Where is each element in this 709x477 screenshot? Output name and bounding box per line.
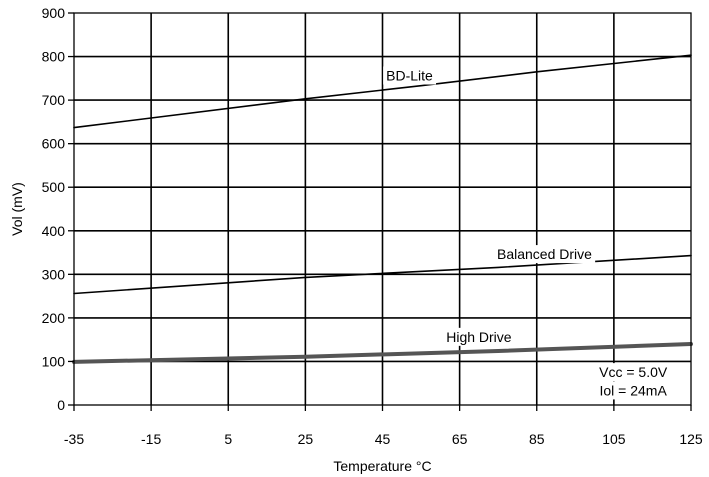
x-axis-title: Temperature °C — [333, 458, 431, 474]
y-tick-label: 800 — [42, 49, 66, 65]
x-tick-label: -15 — [141, 431, 161, 447]
x-tick-label: 65 — [452, 431, 468, 447]
x-tick-label: 45 — [375, 431, 391, 447]
series-line-high-drive — [72, 342, 693, 364]
annotations: BD-Lite Balanced Drive High Drive Vcc = 5.0… — [386, 68, 668, 399]
y-axis-ticks: 0 100 200 300 400 500 600 700 800 900 — [42, 5, 74, 413]
y-tick-label: 200 — [42, 310, 66, 326]
grid — [74, 13, 691, 405]
x-tick-label: 25 — [298, 431, 314, 447]
x-tick-label: 5 — [224, 431, 232, 447]
y-tick-label: 900 — [42, 5, 66, 21]
annotation-label: BD-Lite — [386, 68, 433, 84]
y-tick-label: 400 — [42, 223, 66, 239]
annotation-background — [596, 363, 671, 382]
annotation-label: Iol = 24mA — [599, 382, 667, 398]
x-tick-label: -35 — [64, 431, 84, 447]
annotation-label: Vcc = 5.0V — [599, 364, 668, 380]
annotation-background — [383, 66, 437, 85]
x-tick-label: 125 — [679, 431, 703, 447]
x-tick-label: 105 — [602, 431, 626, 447]
x-tick-label: 85 — [529, 431, 545, 447]
annotation-label: Balanced Drive — [497, 246, 592, 262]
annotation-background — [443, 327, 515, 346]
y-tick-label: 600 — [42, 136, 66, 152]
annotation-boxes — [383, 66, 671, 400]
annotation-label: High Drive — [446, 329, 512, 345]
annotation-background — [493, 245, 596, 264]
y-tick-label: 300 — [42, 266, 66, 282]
y-tick-label: 500 — [42, 179, 66, 195]
y-tick-label: 0 — [57, 397, 65, 413]
series-line-bd-lite — [73, 54, 692, 129]
annotation-background — [596, 381, 671, 400]
x-axis-ticks: -35 -15 5 25 45 65 85 105 125 — [64, 405, 703, 447]
y-axis-title: Vol (mV) — [9, 182, 25, 236]
y-tick-label: 700 — [42, 92, 66, 108]
y-tick-label: 100 — [42, 353, 66, 369]
